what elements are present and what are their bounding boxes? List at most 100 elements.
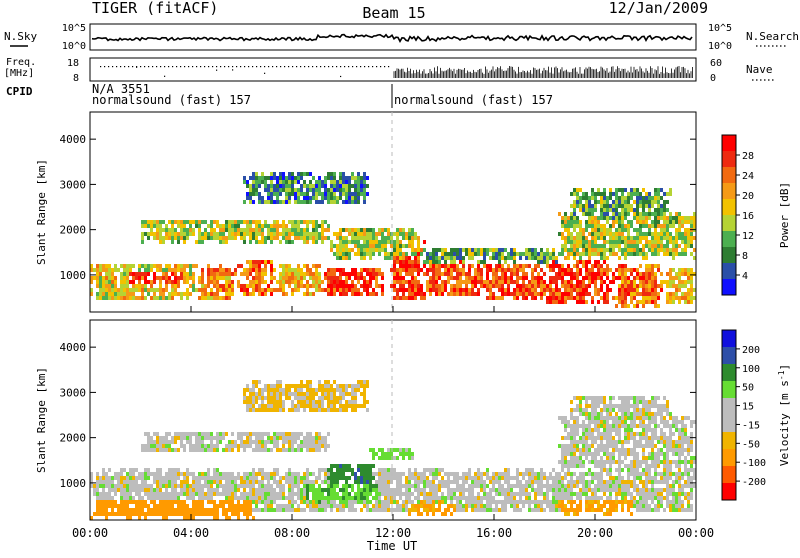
power-cell [663,216,666,220]
power-cell [291,276,294,280]
power-cell [603,248,606,252]
power-cell [558,292,561,296]
power-cell [162,240,165,244]
velocity-cell [507,472,510,476]
velocity-cell [156,512,159,516]
velocity-cell [426,492,429,496]
power-cell [513,288,516,292]
velocity-cell [267,404,270,408]
power-cell [627,304,630,308]
velocity-cell [366,468,369,472]
power-cell [588,256,591,260]
velocity-cell [342,464,345,468]
freq-dot [376,66,377,67]
power-cell [282,268,285,272]
power-cell [336,244,339,248]
velocity-cell [420,504,423,508]
power-cell [243,292,246,296]
velocity-cell [138,500,141,504]
velocity-cell [486,476,489,480]
power-cell [183,268,186,272]
power-cell [621,236,624,240]
power-cell [153,232,156,236]
velocity-cell [264,488,267,492]
power-cell [672,268,675,272]
velocity-cell [426,484,429,488]
velocity-cell [159,504,162,508]
velocity-cell [387,452,390,456]
power-cell [540,248,543,252]
velocity-cell [339,392,342,396]
power-cell [462,248,465,252]
velocity-cell [186,512,189,516]
power-cell [189,264,192,268]
power-cell [615,252,618,256]
power-cell [660,280,663,284]
velocity-cell [279,396,282,400]
velocity-cell [264,472,267,476]
velocity-cell [297,448,300,452]
power-cell [579,240,582,244]
velocity-cell [468,504,471,508]
power-cell [267,232,270,236]
power-cell [552,300,555,304]
power-cell [132,264,135,268]
power-cell [633,228,636,232]
power-cell [312,284,315,288]
velocity-cell [231,500,234,504]
power-cell [333,196,336,200]
freq-dot [156,66,157,67]
power-cell [636,204,639,208]
velocity-cell [396,476,399,480]
velocity-cell [192,516,195,520]
power-cell [255,264,258,268]
power-cell [594,260,597,264]
velocity-cell [237,472,240,476]
power-cell [249,188,252,192]
velocity-cell [357,488,360,492]
velocity-cell [186,488,189,492]
power-cell [666,284,669,288]
power-cell [597,232,600,236]
power-cell [639,220,642,224]
velocity-cell [450,496,453,500]
velocity-cell [246,408,249,412]
velocity-cell [201,500,204,504]
freq-dot [184,66,185,67]
power-cell [96,284,99,288]
power-cell [273,268,276,272]
power-cell [279,240,282,244]
power-cell [525,288,528,292]
freq-dot [144,66,145,67]
power-cell [669,292,672,296]
power-cell [672,248,675,252]
velocity-cell [453,488,456,492]
velocity-cell [267,492,270,496]
power-cell [267,184,270,188]
power-cell [387,256,390,260]
power-cell [303,232,306,236]
power-cell [243,240,246,244]
velocity-cell [249,476,252,480]
power-cell [477,292,480,296]
velocity-cell [150,436,153,440]
power-cell [234,224,237,228]
velocity-cell [114,504,117,508]
freq-dot [272,66,273,67]
velocity-cell [462,472,465,476]
power-cell [282,264,285,268]
velocity-cell [399,488,402,492]
power-cell [99,288,102,292]
velocity-cell [246,496,249,500]
velocity-cell [261,468,264,472]
power-cell [534,256,537,260]
power-cell [210,280,213,284]
power-cell [228,280,231,284]
power-cell [423,248,426,252]
velocity-cell [420,480,423,484]
power-cell [246,268,249,272]
power-cell [522,280,525,284]
power-cell [519,276,522,280]
power-cell [666,280,669,284]
velocity-cell [276,496,279,500]
